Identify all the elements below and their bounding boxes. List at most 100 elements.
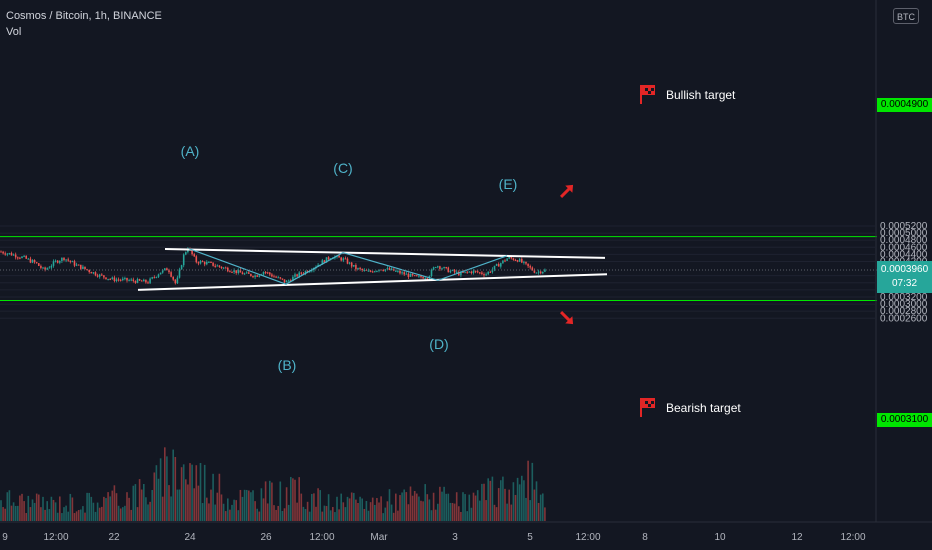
price-tick-label: 0.0003200 [880, 292, 928, 303]
volume-bar [88, 492, 90, 521]
volume-bar [260, 488, 263, 521]
volume-bar [138, 479, 141, 521]
candle-body [134, 281, 137, 283]
volume-bar [395, 493, 397, 521]
candle-body [119, 279, 122, 281]
volume-bar [418, 496, 420, 521]
volume-bar [529, 500, 531, 521]
candle-body [376, 270, 378, 272]
volume-bar [378, 502, 380, 521]
candle-body [338, 255, 340, 258]
time-tick-label: 12:00 [309, 532, 334, 543]
candle-body [348, 262, 351, 264]
wedge-lines [137, 248, 608, 291]
time-axis: 9 12:00 22 24 26 12:00 Mar 3 5 12:00 8 10 12 12:00 [0, 521, 932, 543]
bearish-price-badge: 0.0003100 [877, 413, 932, 427]
volume-bar [128, 497, 130, 521]
flag-icon [640, 85, 655, 104]
volume-bar [140, 489, 143, 521]
candle-body [403, 272, 405, 275]
volume-bar [0, 500, 2, 521]
volume-bar [523, 480, 525, 521]
volume-bar [73, 513, 76, 521]
candle-body [361, 268, 363, 271]
candle-body [2, 251, 4, 254]
candle-body [521, 258, 523, 263]
volume-bar [50, 496, 53, 521]
candle-body [292, 276, 294, 282]
candle-body [65, 259, 67, 261]
volume-bar [2, 507, 4, 521]
candle-body [508, 257, 510, 259]
candle-body [212, 262, 214, 266]
volume-bar [502, 476, 504, 521]
volume-bar [313, 493, 315, 521]
volume-bar [8, 490, 11, 521]
volume-bar [271, 482, 273, 521]
price-tick-label: 0.0004600 [880, 242, 928, 253]
volume-bar [476, 490, 479, 521]
candle-body [138, 279, 141, 281]
candle-body [510, 257, 513, 259]
volume-bar [409, 486, 412, 521]
candle-body [90, 272, 93, 274]
volume-bar [94, 511, 97, 521]
candle-body [14, 254, 17, 258]
candle-body [294, 274, 296, 277]
volume-bar [67, 511, 69, 521]
volume-bar [325, 506, 328, 521]
volume-bar [6, 492, 9, 521]
candle-body [321, 260, 324, 265]
flag-icon [640, 398, 655, 417]
candle-body [115, 279, 118, 281]
volume-bar [353, 492, 355, 521]
volume-bar [151, 489, 153, 521]
volume-bar [495, 507, 498, 521]
volume-bar [445, 493, 447, 521]
flag-cloth [642, 85, 655, 95]
volume-bar [86, 492, 88, 521]
volume-bar [82, 506, 84, 521]
volume-bar [355, 499, 357, 521]
candle-body [445, 267, 447, 269]
volume-bar [275, 509, 277, 521]
candle-body [113, 277, 116, 281]
flag-check [648, 404, 651, 407]
volume-bar [237, 510, 240, 521]
volume-bar [439, 486, 441, 521]
candle-body [476, 271, 479, 273]
volume-bar [159, 458, 162, 521]
volume-bar [248, 490, 250, 521]
volume-bar [504, 488, 506, 521]
volume-bar [245, 489, 248, 521]
candle-body [399, 270, 401, 274]
candle-body [143, 279, 145, 282]
volume-bar [124, 505, 126, 521]
volume-bar [269, 480, 271, 521]
volume-bar [487, 478, 489, 521]
candle-body [413, 275, 416, 277]
candle-body [82, 266, 84, 269]
wave-labels: (A) (B) (C) (D) (E) [181, 143, 518, 373]
wave-label: (D) [429, 336, 448, 352]
candle-body [346, 258, 349, 264]
candle-body [56, 260, 59, 263]
candle-body [495, 264, 498, 266]
candle-body [430, 269, 433, 277]
volume-bar [311, 493, 313, 521]
candle-body [350, 262, 353, 267]
candle-body [516, 260, 519, 262]
candle-body [455, 271, 458, 273]
volume-bar [243, 489, 246, 521]
candle-body [371, 271, 374, 273]
volume-bar [222, 503, 225, 521]
volume-bar [531, 462, 534, 521]
volume-bar [437, 503, 439, 521]
volume-bar [33, 502, 36, 521]
candle-body [279, 277, 282, 279]
flag-check [645, 401, 648, 404]
currency-badge[interactable]: BTC [893, 8, 919, 24]
candle-body [518, 258, 521, 262]
candle-body [61, 257, 63, 262]
